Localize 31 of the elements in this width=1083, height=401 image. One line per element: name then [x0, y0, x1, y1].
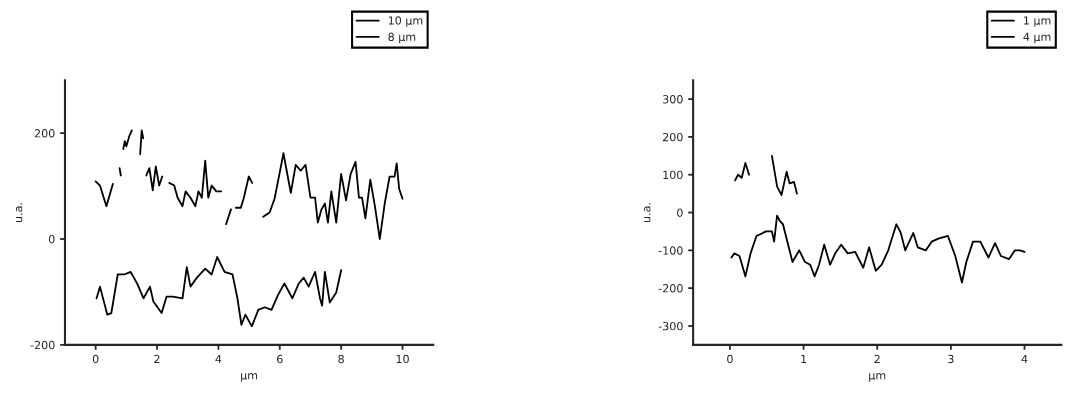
- y-tick-label: 200: [663, 132, 683, 142]
- y-tick-label: 200: [34, 129, 55, 138]
- x-tick-label: 4: [1021, 354, 1028, 364]
- x-tick-label: 8: [338, 354, 344, 364]
- x-tick-label: 10: [396, 354, 409, 364]
- legend-label: 1 µm: [1024, 16, 1051, 27]
- x-axis-title: µm: [869, 373, 886, 382]
- x-tick-label: 6: [277, 354, 283, 364]
- y-tick-label: 0: [677, 208, 683, 217]
- y-tick-label: 0: [48, 234, 55, 244]
- y-tick-label: 300: [663, 95, 683, 104]
- y-tick-label: 100: [663, 170, 683, 180]
- x-tick-label: 2: [874, 354, 880, 364]
- x-tick-label: 0: [92, 354, 99, 364]
- y-tick-label: -200: [30, 340, 55, 350]
- y-axis-title: u.a.: [644, 203, 651, 223]
- legend-label: 10 µm: [388, 16, 423, 27]
- line-series: [95, 256, 343, 328]
- y-axis-title: u.a.: [15, 203, 23, 223]
- y-tick-label: -200: [658, 284, 683, 293]
- x-axis-title: µm: [241, 373, 258, 382]
- line-series: [730, 214, 1026, 284]
- x-tick-label: 4: [215, 354, 222, 364]
- legend-label: 4 µm: [1023, 32, 1051, 44]
- x-tick-label: 2: [154, 354, 160, 364]
- x-tick-label: 3: [948, 354, 954, 364]
- y-tick-label: -300: [658, 321, 683, 331]
- y-tick-label: -100: [658, 246, 683, 255]
- x-tick-label: 1: [801, 354, 807, 364]
- legend-label: 8 µm: [388, 32, 416, 44]
- x-tick-label: 0: [727, 354, 733, 364]
